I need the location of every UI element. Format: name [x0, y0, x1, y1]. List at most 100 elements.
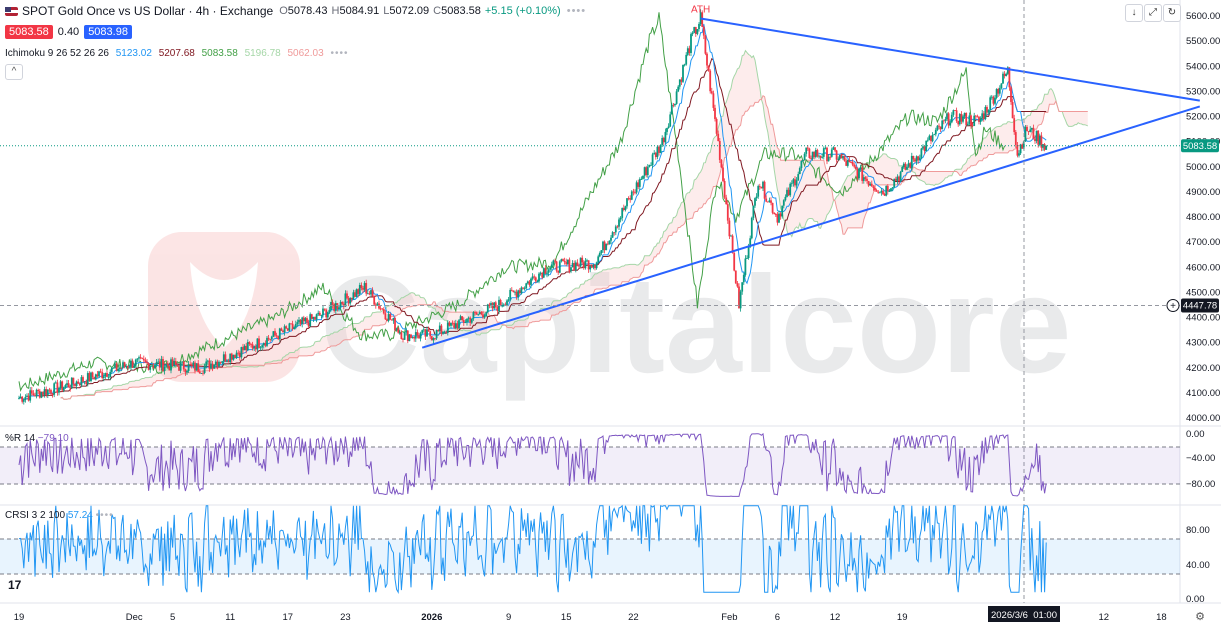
- candle-body: [157, 361, 160, 363]
- candle-body: [189, 364, 192, 366]
- candle-body: [1005, 73, 1008, 77]
- candle-body: [466, 318, 468, 323]
- ichimoku-more-icon[interactable]: ••••: [330, 48, 349, 59]
- crsi-legend[interactable]: CRSI 3 2 100 57.24 ••••: [5, 510, 114, 521]
- price-axis[interactable]: 5600.005500.005400.005300.005200.005100.…: [1186, 11, 1220, 424]
- candle-body: [891, 187, 894, 189]
- crsi-more-icon[interactable]: ••••: [95, 510, 114, 521]
- candle-body: [234, 355, 236, 359]
- candle-body: [542, 268, 545, 278]
- collapse-legend-button[interactable]: ^: [5, 64, 23, 80]
- candle-body: [1040, 135, 1043, 148]
- candle-body: [312, 316, 315, 319]
- candle-body: [394, 318, 396, 331]
- candle-body: [421, 330, 424, 334]
- candle-body: [909, 163, 912, 169]
- candle-body: [600, 250, 603, 253]
- candle-body: [782, 200, 785, 206]
- ichimoku-legend[interactable]: Ichimoku 9 26 52 26 26 5123.02 5207.68 5…: [5, 48, 352, 59]
- symbol-title[interactable]: SPOT Gold Once vs US Dollar · 4h · Excha…: [22, 4, 274, 18]
- candle-body: [320, 315, 323, 317]
- candle-body: [840, 155, 843, 159]
- candle-body: [341, 302, 344, 304]
- trendline-lower[interactable]: [421, 105, 1201, 349]
- candle-body: [677, 86, 680, 92]
- refresh-button[interactable]: ↻: [1163, 4, 1181, 22]
- candle-body: [386, 319, 388, 321]
- candle-body: [243, 345, 246, 351]
- sell-button[interactable]: 5083.58: [5, 25, 53, 39]
- candle-body: [1042, 144, 1044, 148]
- candle-body: [806, 147, 809, 149]
- buy-button[interactable]: 5083.98: [84, 25, 132, 39]
- candle-body: [94, 374, 97, 380]
- candle-body: [770, 200, 772, 203]
- tradingview-logo: 17: [8, 578, 22, 592]
- candle-body: [691, 32, 694, 35]
- candle-body: [338, 307, 340, 309]
- candle-body: [734, 270, 737, 284]
- candle-body: [1045, 145, 1048, 150]
- candle-body: [78, 383, 81, 386]
- candle-body: [613, 232, 616, 234]
- candle-body: [982, 113, 985, 120]
- candle-body: [187, 364, 190, 371]
- candle-body: [869, 183, 872, 186]
- candle-body: [904, 163, 907, 170]
- price-tick: 4600.00: [1186, 262, 1220, 273]
- watermark-text: Capitalcore: [320, 248, 1072, 402]
- candle-body: [408, 334, 411, 342]
- time-tick: 9: [506, 612, 511, 623]
- crosshair-time-badge: [988, 606, 1060, 622]
- candle-body: [222, 354, 225, 362]
- candle-body: [70, 377, 73, 389]
- time-tick: 12: [830, 612, 841, 623]
- candle-body: [376, 303, 379, 306]
- time-tick: 19: [14, 612, 25, 623]
- candle-body: [110, 368, 113, 372]
- candle-body: [578, 265, 580, 267]
- trendline-upper[interactable]: [700, 17, 1200, 102]
- candle-body: [682, 64, 684, 82]
- candle-body: [147, 363, 150, 370]
- candle-body: [173, 361, 176, 367]
- settings-gear-icon[interactable]: ⚙: [1195, 611, 1205, 623]
- candle-body: [936, 125, 939, 130]
- candle-body: [346, 293, 348, 299]
- candle-body: [130, 360, 132, 368]
- wpr-legend[interactable]: %R 14 −79.10: [5, 433, 69, 444]
- candle-body: [133, 365, 136, 368]
- candle-body: [747, 247, 750, 259]
- svg-text:+: +: [1170, 301, 1176, 312]
- time-tick: 23: [340, 612, 351, 623]
- candle-body: [486, 304, 489, 313]
- candle-body: [539, 272, 542, 274]
- candle-body: [547, 269, 550, 273]
- candles[interactable]: [18, 9, 1048, 405]
- candle-body: [18, 398, 20, 399]
- maximize-button[interactable]: ⤢: [1144, 4, 1162, 22]
- candle-body: [80, 377, 83, 386]
- candle-body: [462, 320, 465, 323]
- candle-body: [885, 185, 888, 196]
- crosshair-add-icon[interactable]: +: [1166, 298, 1180, 312]
- candle-body: [280, 328, 283, 331]
- candle-body: [890, 188, 892, 192]
- candle-body: [664, 131, 667, 143]
- candle-body: [640, 178, 643, 180]
- candle-body: [637, 182, 640, 187]
- more-dots-icon[interactable]: ••••: [566, 5, 587, 17]
- candle-body: [709, 70, 712, 92]
- scroll-down-button[interactable]: ↓: [1125, 4, 1143, 22]
- candle-body: [82, 377, 84, 382]
- candle-body: [120, 367, 123, 369]
- candle-body: [360, 285, 363, 289]
- candle-body: [45, 389, 48, 395]
- candle-body: [781, 205, 784, 217]
- candle-body: [469, 317, 472, 323]
- candle-body: [598, 252, 601, 257]
- candle-body: [723, 180, 726, 198]
- candle-body: [994, 97, 996, 104]
- candle-body: [269, 339, 272, 341]
